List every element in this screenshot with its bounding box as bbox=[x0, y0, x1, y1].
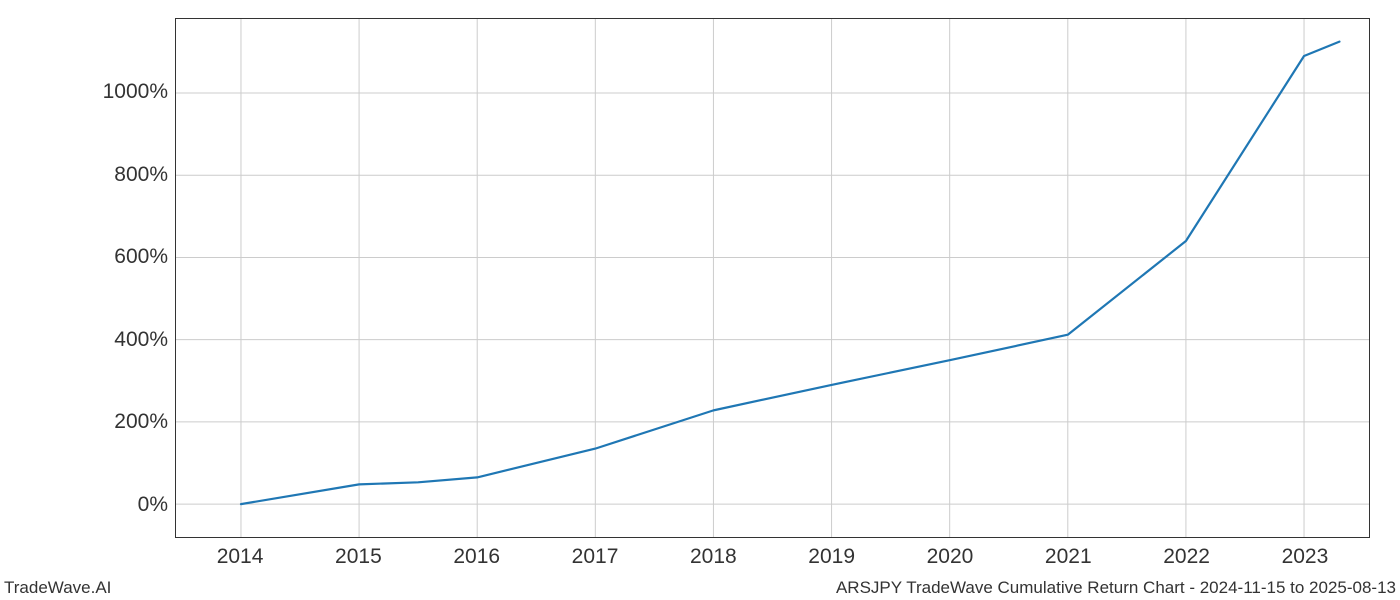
footer-right-text: ARSJPY TradeWave Cumulative Return Chart… bbox=[836, 578, 1396, 598]
y-axis-tick-label: 1000% bbox=[103, 80, 168, 104]
x-axis-tick-label: 2016 bbox=[453, 545, 500, 569]
y-axis-tick-label: 600% bbox=[114, 245, 168, 269]
x-axis-tick-label: 2015 bbox=[335, 545, 382, 569]
y-axis-tick-label: 200% bbox=[114, 410, 168, 434]
x-axis-tick-label: 2014 bbox=[217, 545, 264, 569]
y-axis-tick-label: 400% bbox=[114, 328, 168, 352]
y-axis-tick-label: 800% bbox=[114, 163, 168, 187]
x-axis-tick-label: 2017 bbox=[572, 545, 619, 569]
chart-plot-area bbox=[175, 18, 1370, 538]
x-axis-tick-label: 2018 bbox=[690, 545, 737, 569]
y-axis-tick-label: 0% bbox=[138, 493, 168, 517]
x-axis-tick-label: 2020 bbox=[927, 545, 974, 569]
footer-left-text: TradeWave.AI bbox=[4, 578, 111, 598]
x-axis-tick-label: 2019 bbox=[808, 545, 855, 569]
x-axis-tick-label: 2021 bbox=[1045, 545, 1092, 569]
x-axis-tick-label: 2023 bbox=[1282, 545, 1329, 569]
x-axis-tick-label: 2022 bbox=[1163, 545, 1210, 569]
line-chart-svg bbox=[176, 19, 1369, 537]
